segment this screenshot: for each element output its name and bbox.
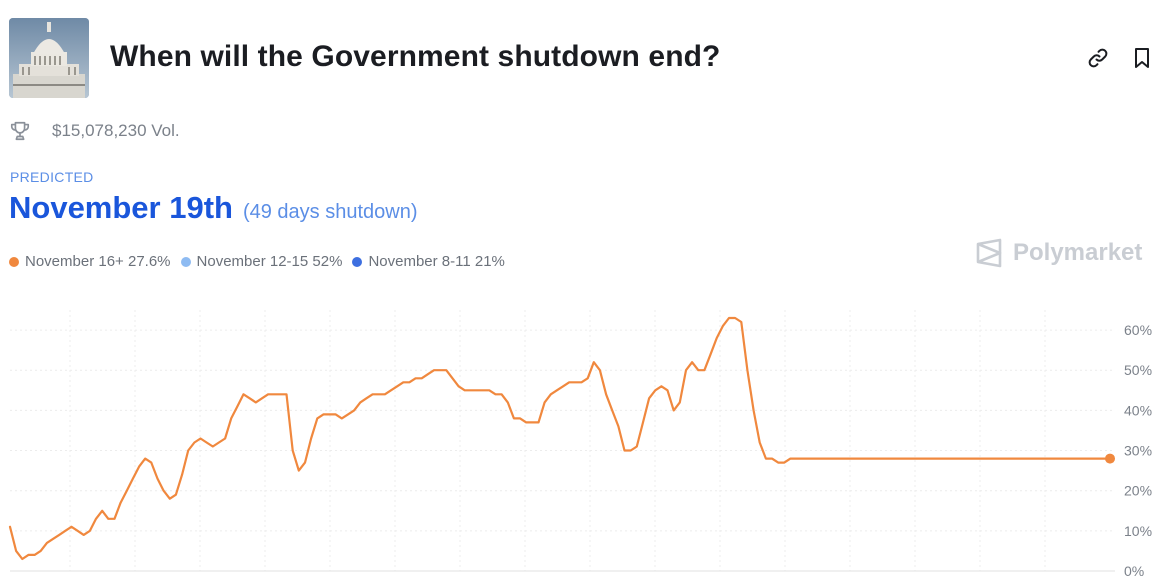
legend-dot-icon	[352, 256, 363, 267]
volume-text: $15,078,230 Vol.	[52, 121, 180, 140]
legend-item-november-8-11[interactable]: November 8-11 21%	[352, 253, 505, 270]
y-tick-label: 60%	[1124, 322, 1152, 338]
brand-name: Polymarket	[1013, 239, 1143, 266]
predicted-label: PREDICTED	[10, 169, 94, 185]
trophy-icon	[10, 121, 30, 141]
legend-dot-icon	[180, 256, 191, 267]
polymarket-logo-icon	[976, 238, 1002, 268]
y-tick-label: 40%	[1124, 402, 1152, 418]
chart-legend: November 16+ 27.6% November 12-15 52% No…	[9, 253, 515, 270]
legend-label: November 8-11 21%	[368, 253, 505, 270]
legend-label: November 12-15 52%	[196, 253, 343, 270]
market-title: When will the Government shutdown end?	[110, 40, 721, 73]
y-tick-label: 0%	[1124, 563, 1144, 579]
predicted-value: November 19th (49 days shutdown)	[9, 190, 418, 226]
legend-dot-icon	[9, 256, 19, 267]
polymarket-watermark: Polymarket	[975, 238, 1142, 268]
bookmark-icon[interactable]	[1130, 46, 1154, 70]
predicted-date: November 19th	[9, 190, 233, 225]
legend-label: November 16+ 27.6%	[25, 253, 171, 270]
predicted-duration: (49 days shutdown)	[242, 201, 418, 223]
series-line-0	[8, 316, 1112, 561]
capitol-building-image	[9, 18, 89, 98]
series-end-point-0	[1105, 453, 1115, 464]
legend-item-november-16-plus[interactable]: November 16+ 27.6%	[9, 253, 171, 270]
price-history-chart: 0% 10% 20% 30% 40% 50% 60%	[8, 310, 1152, 579]
volume-row: $15,078,230 Vol.	[9, 118, 180, 144]
y-tick-label: 50%	[1124, 362, 1152, 378]
legend-item-november-12-15[interactable]: November 12-15 52%	[180, 253, 343, 270]
market-header: When will the Government shutdown end?	[9, 18, 1159, 100]
link-icon[interactable]	[1086, 46, 1110, 70]
y-tick-label: 10%	[1124, 523, 1152, 539]
y-tick-label: 30%	[1124, 443, 1152, 459]
y-tick-label: 20%	[1124, 483, 1152, 499]
